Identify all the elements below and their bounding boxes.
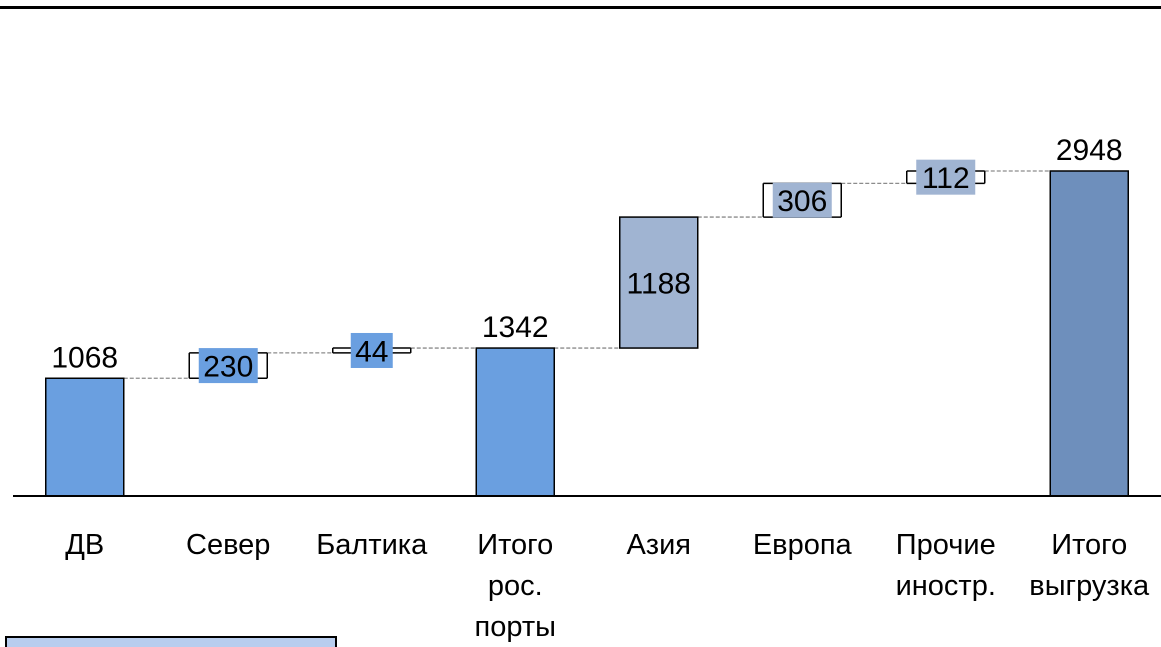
- category-label: порты: [475, 611, 556, 643]
- category-label: иностр.: [896, 570, 996, 602]
- value-label: 306: [777, 185, 827, 218]
- category-label: выгрузка: [1029, 570, 1150, 602]
- category-label: Европа: [753, 529, 853, 561]
- value-label: 230: [203, 351, 253, 384]
- value-label: 2948: [1056, 134, 1123, 167]
- category-label: Балтика: [316, 529, 428, 561]
- value-label-background: [772, 182, 832, 218]
- connector-lines: [123, 170, 1051, 379]
- value-label-background: [350, 332, 393, 368]
- legend-box: [5, 636, 337, 647]
- category-label: Итого: [477, 529, 553, 561]
- value-label-background: [198, 348, 258, 384]
- category-label: рос.: [488, 570, 543, 602]
- bar: [475, 347, 555, 497]
- category-label: ДВ: [65, 529, 104, 561]
- category-label: Север: [186, 529, 270, 561]
- value-label: 1068: [51, 341, 118, 374]
- value-label-background: [916, 159, 976, 195]
- value-label: 1188: [626, 268, 691, 301]
- value-label: 112: [922, 162, 970, 195]
- category-label: Итого: [1051, 529, 1127, 561]
- bar: [1049, 170, 1129, 497]
- category-label: Прочие: [896, 529, 996, 561]
- value-labels: 1068 230 44 1342 1188 306 112 2948: [51, 134, 1122, 384]
- category-label: Азия: [626, 529, 691, 561]
- value-label-background: [620, 265, 697, 301]
- value-label: 44: [355, 335, 388, 368]
- bar: [45, 377, 125, 497]
- bars: [45, 170, 1129, 497]
- category-labels: ДВ Север Балтика Итого рос. порты Азия Европа Пр…: [65, 529, 1150, 643]
- value-label: 1342: [482, 311, 549, 344]
